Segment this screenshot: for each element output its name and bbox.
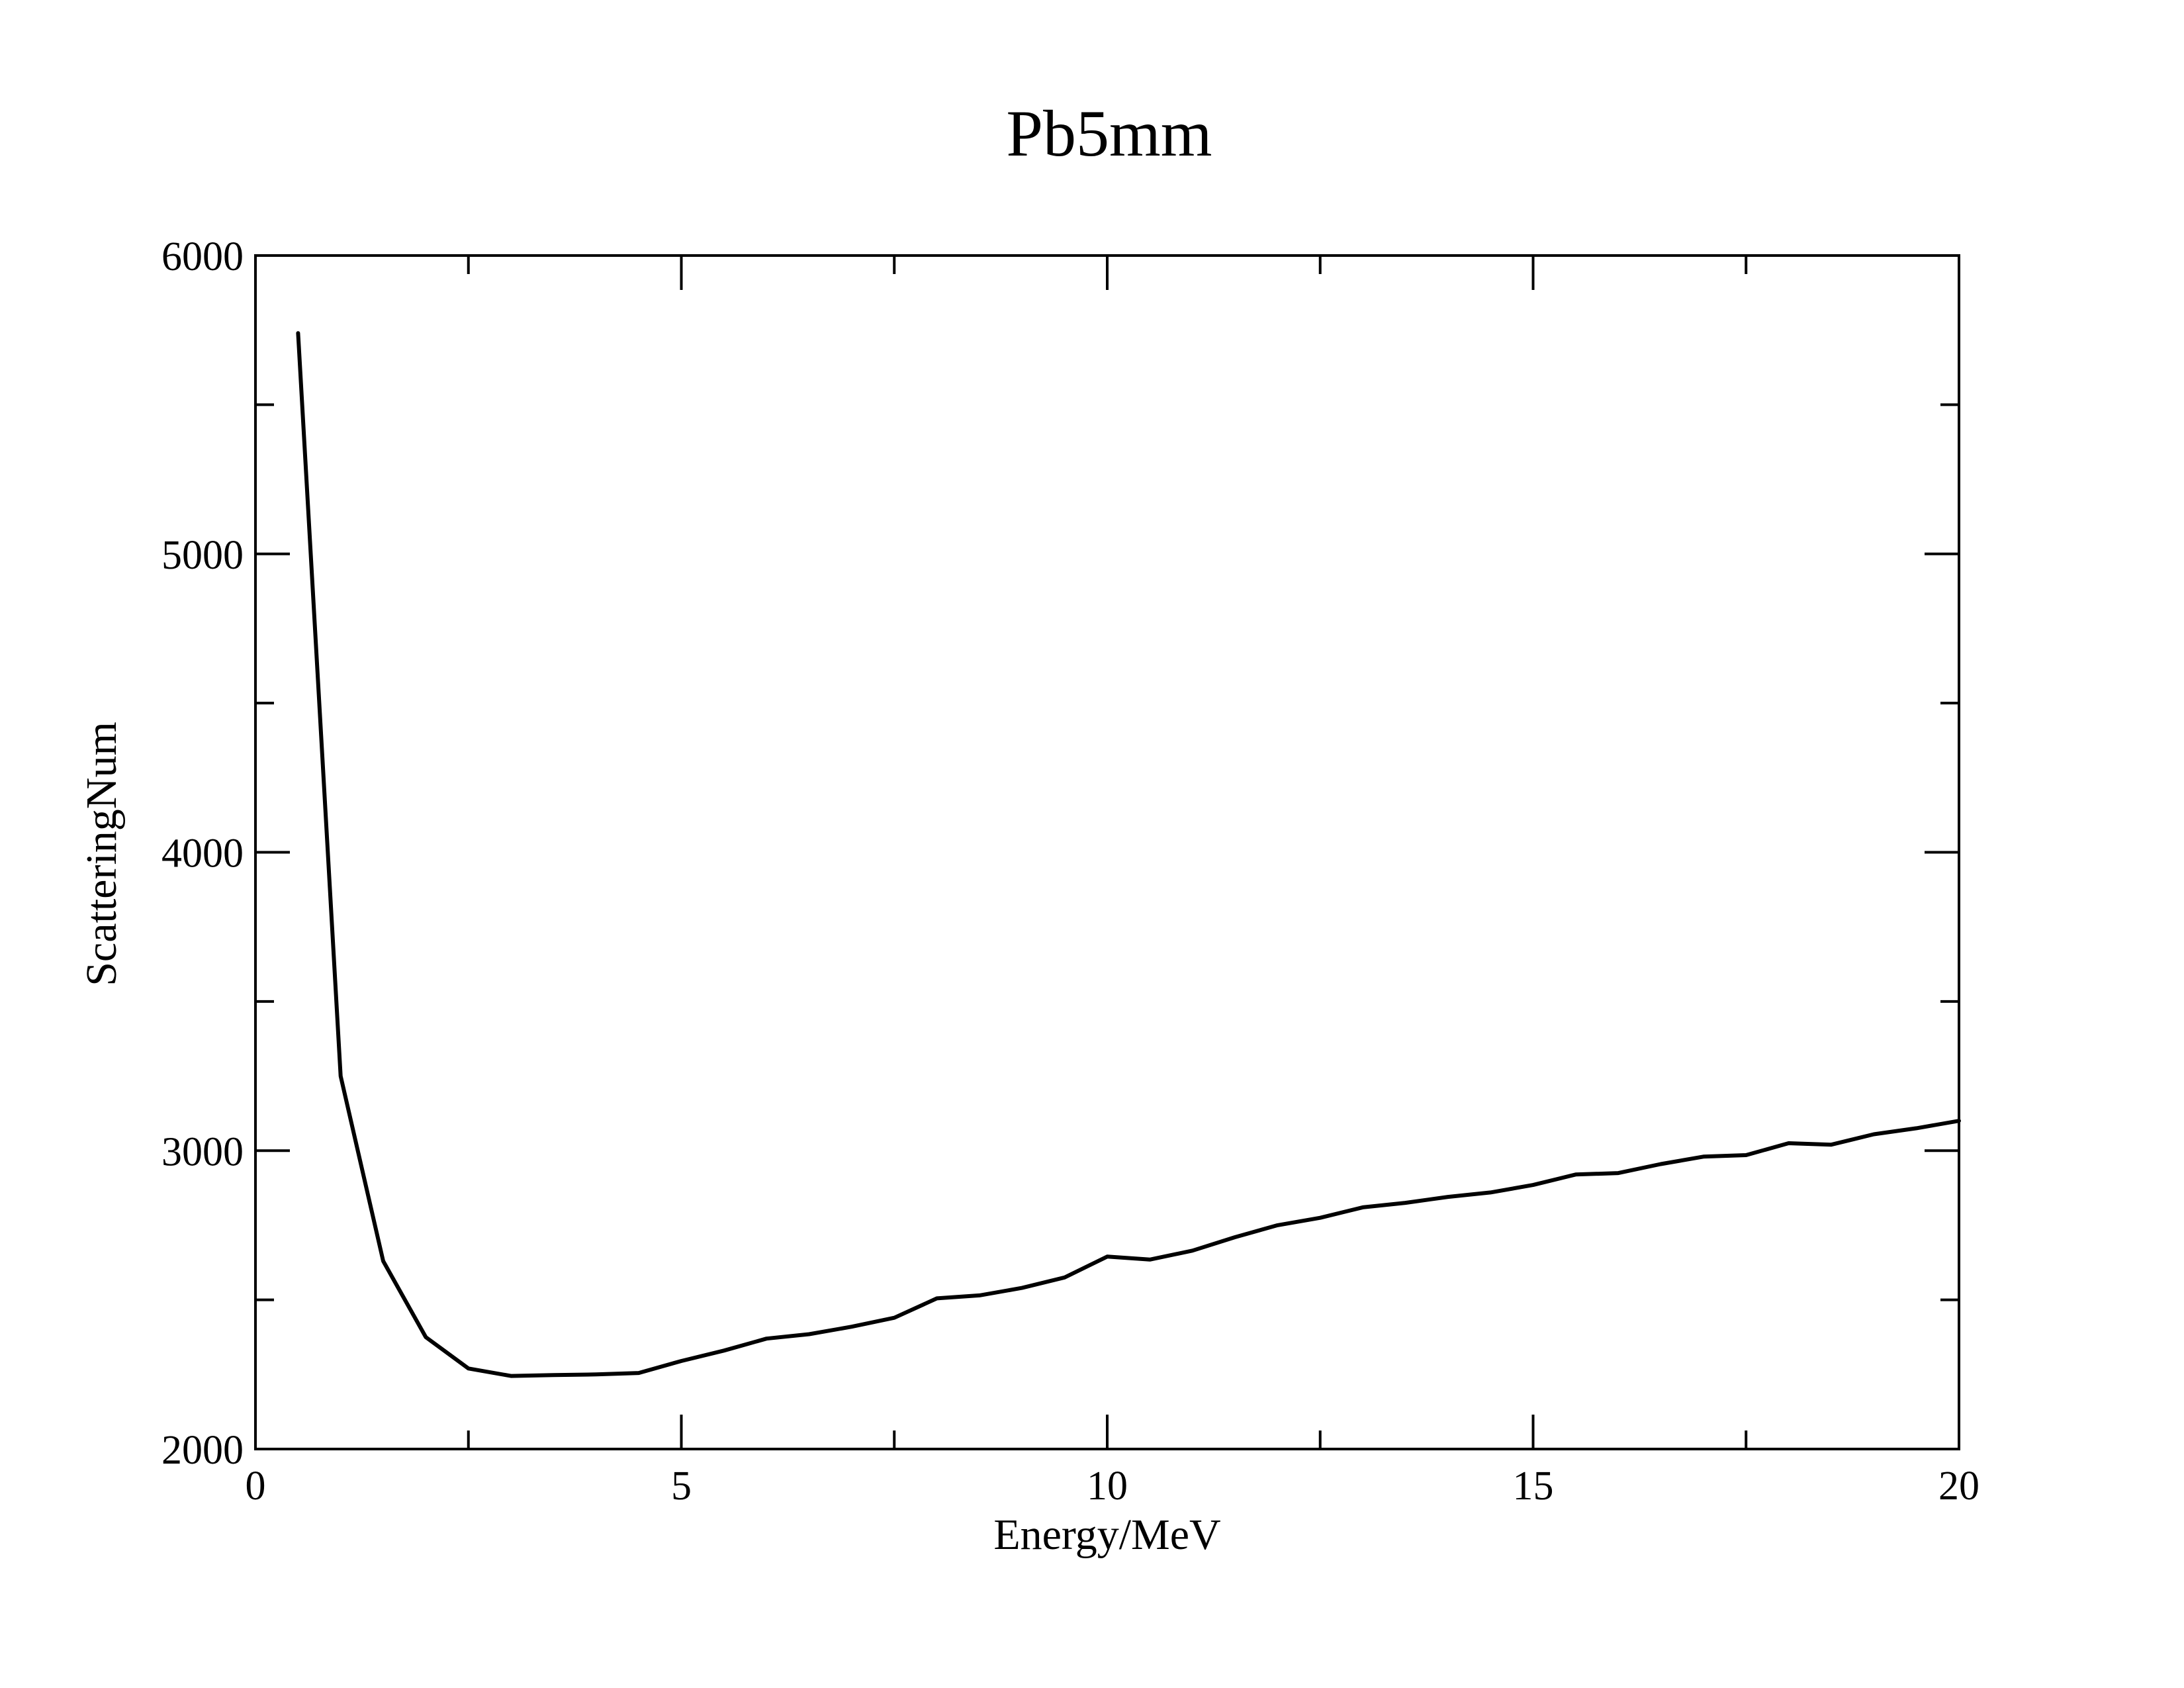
x-tick-label: 15 (1513, 1464, 1554, 1509)
data-line (296, 331, 1961, 1378)
chart-title: Pb5mm (1006, 97, 1212, 170)
plot-frame (254, 254, 1960, 1450)
y-axis-label: ScatteringNum (77, 722, 126, 986)
x-tick-label: 10 (1087, 1464, 1128, 1509)
y-tick-label: 5000 (161, 533, 244, 578)
y-tick-label: 6000 (161, 234, 244, 279)
axis-ticks (254, 254, 1960, 1450)
x-tick-label: 20 (1938, 1464, 1979, 1509)
x-axis-label: Energy/MeV (993, 1511, 1220, 1559)
x-tick-label: 0 (246, 1464, 266, 1509)
y-tick-label: 3000 (161, 1129, 244, 1174)
y-tick-label: 4000 (161, 831, 244, 876)
axis-tick-labels: 0 5 10 15 20 2000 3000 4000 5000 6000 (161, 234, 1979, 1509)
y-tick-label: 2000 (161, 1428, 244, 1473)
x-tick-label: 5 (671, 1464, 692, 1509)
